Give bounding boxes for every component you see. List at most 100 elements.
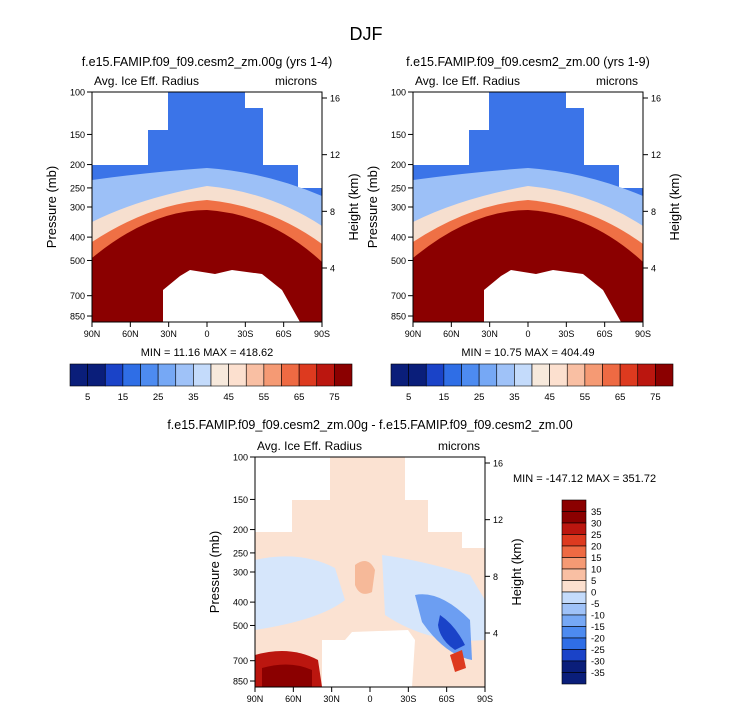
panel-diff-colorbar-label: -25: [591, 645, 605, 656]
panel-b-xtick-label: 60S: [597, 329, 613, 339]
panel-b-xtick-label: 90S: [635, 329, 651, 339]
panel-a-colorbar-box: [140, 363, 159, 387]
panel-a-colorbar-label: 65: [294, 392, 305, 403]
panel-diff-colorbar-label: -5: [591, 599, 599, 610]
panel-b-colorbar-label: 45: [544, 392, 555, 403]
panel-b-stats: MIN = 10.75 MAX = 404.49: [461, 347, 594, 359]
panel-a-ytick-label: 100: [70, 88, 85, 98]
panel-b-ytick-label: 400: [391, 233, 406, 243]
panel-a-variable: Avg. Ice Eff. Radius: [94, 74, 199, 88]
panel-a-y2tick-label: 12: [330, 150, 340, 160]
panel-diff-xtick-label: 30S: [400, 694, 416, 704]
panel-a-colorbar-box: [281, 363, 300, 387]
panel-b-colorbar-box: [584, 363, 603, 387]
panel-diff-colorbar-box: [561, 522, 587, 535]
panel-a-xtick-label: 90S: [314, 329, 330, 339]
panel-diff-colorbar-label: 0: [591, 588, 596, 599]
panel-diff-colorbar-box: [561, 672, 587, 685]
panel-b-y2tick-label: 4: [651, 264, 656, 274]
panel-diff-stats: MIN = -147.12 MAX = 351.72: [513, 473, 656, 485]
panel-b-colorbar-box: [408, 363, 427, 387]
panel-diff-colorbar-label: 25: [591, 530, 602, 541]
panel-b-ytick-label: 850: [391, 312, 406, 322]
panel-a-colorbar-label: 35: [188, 392, 199, 403]
panel-a-colorbar-label: 5: [85, 392, 90, 403]
panel-diff-colorbar-label: 20: [591, 542, 602, 553]
panel-diff: f.e15.FAMIP.f09_f09.cesm2_zm.00g - f.e15…: [167, 418, 656, 704]
panel-b-xtick-label: 0: [525, 329, 530, 339]
panel-a-colorbar-label: 45: [223, 392, 234, 403]
panel-diff-red-spot: [450, 650, 466, 672]
panel-b-xtick-label: 30S: [558, 329, 574, 339]
panel-diff-xtick-label: 90N: [247, 694, 264, 704]
panel-b-colorbar-box: [531, 363, 550, 387]
panel-diff-colorbar-label: -15: [591, 622, 605, 633]
panel-diff-colorbar-box: [561, 568, 587, 581]
panel-diff-field: [255, 457, 485, 687]
panel-diff-colorbar-box: [561, 637, 587, 650]
panel-diff-ytick-label: 500: [233, 621, 248, 631]
panel-diff-red-core: [262, 664, 312, 687]
panel-b-colorbar-label: 35: [509, 392, 520, 403]
panel-diff-xtick-label: 0: [367, 694, 372, 704]
panel-diff-orange-patch: [355, 561, 375, 594]
panel-diff-units: microns: [438, 439, 480, 453]
panel-diff-ytick-label: 150: [233, 495, 248, 505]
panel-b-y2tick-label: 8: [651, 207, 656, 217]
panel-diff-axes: 100 150 200 250 300 400 500 700 850 90N 60N 30N 0 30S…: [207, 453, 524, 705]
panel-diff-xtick-label: 60S: [439, 694, 455, 704]
panel-diff-colorbar-box: [561, 499, 587, 512]
panel-b-colorbar-box: [655, 363, 674, 387]
panel-a-void: [163, 270, 300, 322]
panel-a-stats: MIN = 11.16 MAX = 418.62: [141, 347, 273, 359]
panel-a-colorbar-box: [122, 363, 141, 387]
panel-a-colorbar-box: [228, 363, 247, 387]
panel-a-ytick-label: 200: [70, 160, 85, 170]
panel-b-colorbar-label: 5: [406, 392, 411, 403]
panel-b-colorbar-label: 55: [580, 392, 591, 403]
panel-a-y2tick-label: 4: [330, 264, 335, 274]
panel-diff-colorbar-label: -30: [591, 657, 605, 668]
panel-a-colorbar-label: 55: [259, 392, 270, 403]
panel-diff-colorbar-box: [561, 557, 587, 570]
panel-a-colorbar-box: [298, 363, 318, 387]
panel-b-ylabel: Pressure (mb): [365, 166, 380, 248]
panel-a-colorbar-box: [245, 363, 265, 387]
panel-diff-variable: Avg. Ice Eff. Radius: [257, 439, 362, 453]
panel-diff-colorbar-label: -20: [591, 634, 605, 645]
panel-a-colorbar-box: [175, 363, 194, 387]
panel-b-void: [484, 270, 621, 322]
panel-b-ytick-label: 100: [391, 88, 406, 98]
panel-b-axes: 100 150 200 250 300 400 500 700 850 90N 60N 30N 0 30S…: [365, 88, 682, 340]
panel-b-y2tick-label: 16: [651, 94, 661, 104]
panel-b-colorbar-box: [443, 363, 462, 387]
panel-a-axes: 100 150 200 250 300 400 500 700 850 90N 60N 30N 0 30S…: [44, 88, 361, 340]
panel-b-field: [413, 92, 643, 322]
panel-diff-colorbar-box: [561, 591, 587, 604]
panel-b-colorbar-box: [602, 363, 621, 387]
panel-b-colorbar-box: [461, 363, 480, 387]
panel-b-colorbar-box: [514, 363, 533, 387]
panel-diff-colorbar-box: [561, 660, 587, 673]
panel-diff-y2tick-label: 16: [493, 459, 503, 469]
panel-diff-colorbar-label: -35: [591, 668, 605, 679]
panel-b-ytick-label: 200: [391, 160, 406, 170]
panel-b-colorbar-box: [390, 363, 409, 387]
panel-a-field: [92, 92, 322, 322]
panel-diff-colorbar-label: 15: [591, 553, 602, 564]
panel-b-colorbar-box: [549, 363, 568, 387]
panel-a-colorbar-label: 25: [153, 392, 164, 403]
panel-a-colorbar-box: [334, 363, 353, 387]
panel-a-ytick-label: 500: [70, 256, 85, 266]
panel-diff-y2tick-label: 4: [493, 629, 498, 639]
panel-a-ytick-label: 850: [70, 312, 85, 322]
panel-diff-xtick-label: 60N: [285, 694, 302, 704]
panel-b-ytick-label: 150: [391, 130, 406, 140]
panel-diff-ytick-label: 100: [233, 453, 248, 463]
panel-a-colorbar: 5 15 25 35 45 55 65 75: [69, 363, 353, 403]
panel-a-colorbar-box: [193, 363, 212, 387]
panel-b-xtick-label: 60N: [443, 329, 460, 339]
panel-a-ytick-label: 400: [70, 233, 85, 243]
panel-diff-colorbar-box: [561, 534, 587, 547]
panel-a-colorbar-label: 75: [329, 392, 340, 403]
